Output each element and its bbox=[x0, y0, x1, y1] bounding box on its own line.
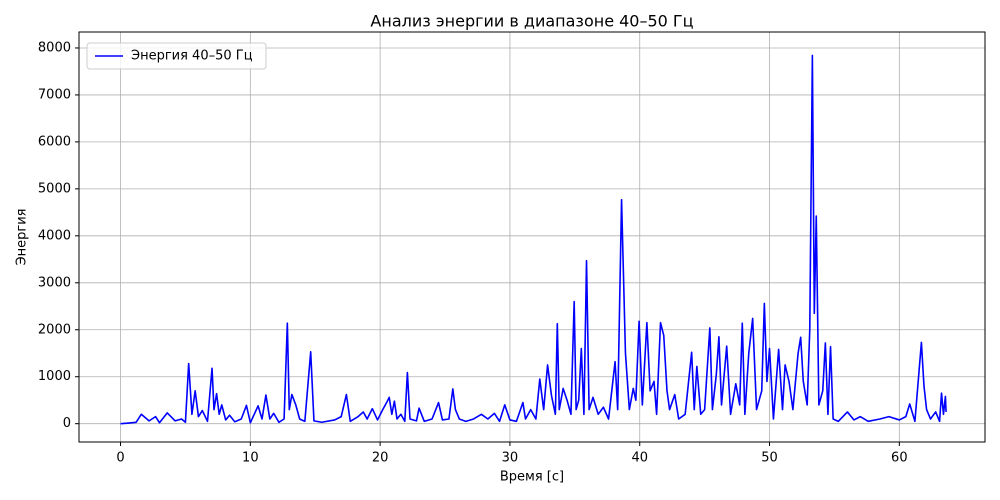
plot-frame bbox=[78, 31, 986, 443]
y-tick-label: 4000 bbox=[38, 228, 71, 243]
x-tick-label: 20 bbox=[372, 451, 389, 466]
y-tick-label: 0 bbox=[63, 416, 71, 431]
x-tick-label: 40 bbox=[631, 451, 648, 466]
y-tick-label: 1000 bbox=[38, 369, 71, 384]
y-tick-label: 6000 bbox=[38, 134, 71, 149]
x-tick-label: 60 bbox=[891, 451, 908, 466]
chart-title: Анализ энергии в диапазоне 40–50 Гц bbox=[370, 12, 693, 31]
y-tick-label: 3000 bbox=[38, 275, 71, 290]
x-axis-label: Время [с] bbox=[500, 470, 564, 485]
legend-box bbox=[86, 42, 267, 70]
x-tick-label: 10 bbox=[242, 451, 259, 466]
y-tick-label: 5000 bbox=[38, 181, 71, 196]
x-tick-label: 0 bbox=[116, 451, 124, 466]
x-tick-label: 50 bbox=[761, 451, 778, 466]
y-tick-label: 2000 bbox=[38, 322, 71, 337]
y-axis-label: Энергия bbox=[15, 209, 30, 266]
y-tick-label: 7000 bbox=[38, 87, 71, 102]
line-series bbox=[120, 54, 947, 425]
x-tick-label: 30 bbox=[502, 451, 519, 466]
legend-label: Энергия 40–50 Гц bbox=[131, 49, 253, 64]
y-tick-label: 8000 bbox=[38, 40, 71, 55]
